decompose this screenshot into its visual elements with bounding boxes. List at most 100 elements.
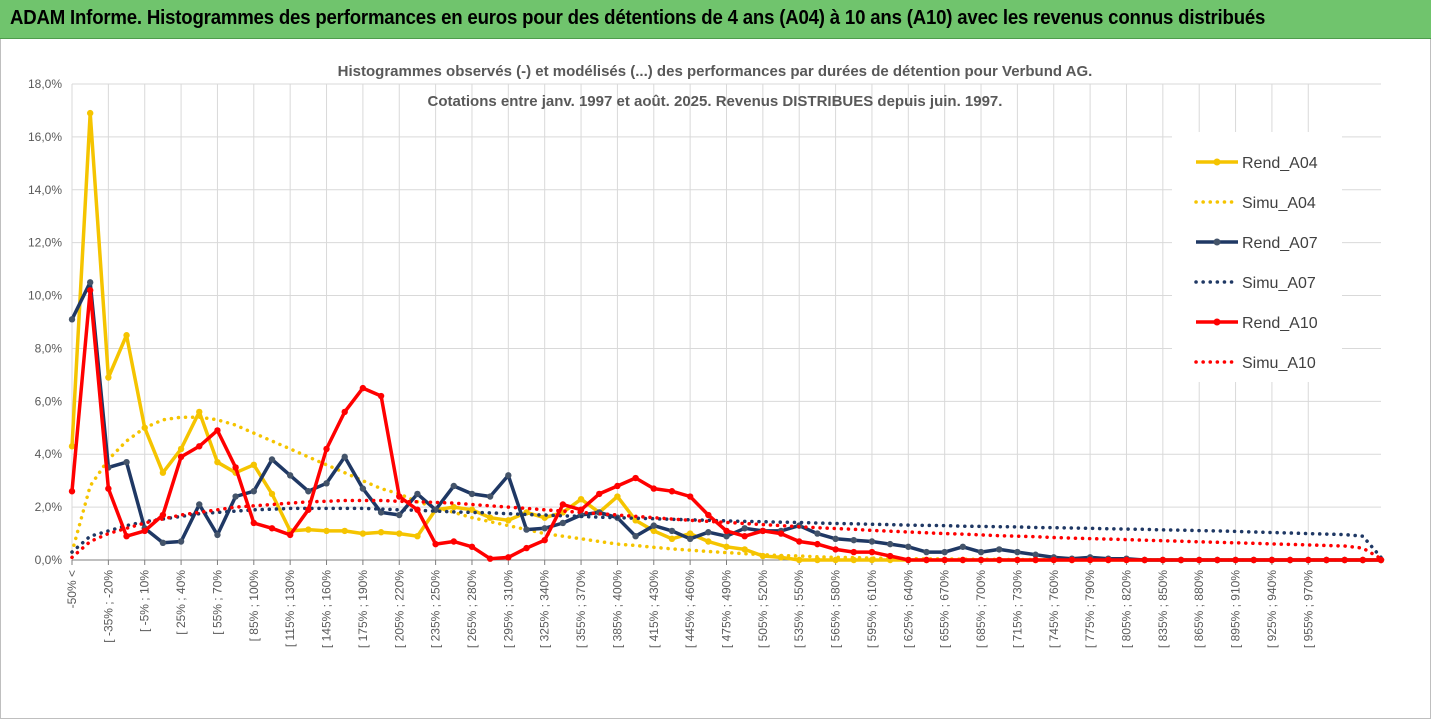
data-point <box>632 474 639 482</box>
data-point <box>886 540 894 548</box>
data-point <box>159 469 167 476</box>
data-point <box>1086 556 1094 564</box>
data-point <box>505 517 512 524</box>
performance-histogram-chart: 0,0% 2,0% 4,0% 6,0% 8,0% 10,0% 12,0% 14,0% 16,0%… <box>28 63 1385 648</box>
legend-marker <box>1213 158 1221 166</box>
data-point <box>668 488 676 495</box>
data-point <box>68 316 76 323</box>
legend-box <box>1172 132 1342 382</box>
data-point <box>123 332 130 339</box>
x-tick-label: [ 835% ; 850% <box>1156 570 1170 648</box>
data-point <box>414 533 421 540</box>
x-tick-label: [ 385% ; 400% <box>610 570 624 648</box>
legend-item: Rend_A10 <box>1196 315 1318 332</box>
data-point <box>1214 556 1221 564</box>
data-point <box>705 529 712 536</box>
data-point <box>705 538 712 545</box>
legend-label: Simu_A10 <box>1242 355 1316 372</box>
data-point <box>1014 556 1021 564</box>
grid <box>71 83 1381 561</box>
x-tick-label: [ -35% ; -20% <box>101 570 115 643</box>
y-tick-label: 16,0% <box>28 130 62 144</box>
data-point <box>305 488 312 495</box>
x-tick-label: [ -5% ; 10% <box>138 570 152 632</box>
data-point <box>668 527 676 535</box>
y-tick-label: 2,0% <box>35 500 63 514</box>
y-tick-label: 4,0% <box>35 447 63 461</box>
data-point <box>1050 556 1057 564</box>
data-point <box>614 493 621 500</box>
data-point <box>505 472 512 479</box>
data-point <box>341 453 348 461</box>
data-point <box>214 458 221 466</box>
data-point <box>486 514 494 521</box>
data-point <box>1032 556 1039 564</box>
data-point <box>123 458 130 466</box>
legend-label: Rend_A07 <box>1242 235 1318 252</box>
data-point <box>359 530 367 537</box>
data-point <box>123 533 130 540</box>
series-group <box>68 109 1385 564</box>
data-point <box>177 538 185 545</box>
data-point <box>868 548 876 556</box>
data-point <box>268 490 276 498</box>
x-tick-label: [ 565% ; 580% <box>829 570 843 648</box>
data-point <box>377 392 385 400</box>
data-point <box>396 530 403 537</box>
x-tick-label: [ 895% ; 910% <box>1229 570 1243 648</box>
data-point <box>741 533 748 540</box>
data-point <box>1250 556 1257 564</box>
y-tick-label: 8,0% <box>35 341 63 355</box>
legend-marker <box>1213 318 1221 326</box>
data-point <box>1068 556 1076 564</box>
legend: Rend_A04 Simu_A04 Rend_A07 Simu_A07 Rend_A10… <box>1172 132 1342 382</box>
data-point <box>686 535 694 543</box>
data-point <box>814 556 821 564</box>
data-point <box>650 485 657 492</box>
data-point <box>977 548 985 556</box>
x-tick-label: [ 745% ; 760% <box>1047 570 1061 648</box>
data-point <box>686 493 694 500</box>
y-tick-label: 18,0% <box>28 77 62 91</box>
data-point <box>305 506 312 513</box>
data-point <box>232 493 239 500</box>
x-tick-label: [ 715% ; 730% <box>1010 570 1024 648</box>
data-point <box>486 555 494 562</box>
data-point <box>159 511 167 519</box>
data-point <box>286 531 294 539</box>
data-point <box>1323 556 1330 564</box>
report-banner: ADAM Informe. Histogrammes des performan… <box>0 0 1431 39</box>
data-point <box>1141 556 1148 564</box>
data-point <box>86 287 94 294</box>
data-point <box>232 464 239 471</box>
data-point <box>1177 556 1185 564</box>
data-point <box>286 472 294 479</box>
data-point <box>632 533 639 540</box>
data-point <box>850 548 857 556</box>
data-point <box>705 511 712 519</box>
data-point <box>814 540 821 548</box>
chart-title-line1: Histogrammes observés (-) et modélisés (… <box>338 63 1093 80</box>
data-point <box>1268 556 1276 564</box>
data-point <box>923 556 930 564</box>
data-point <box>650 527 657 535</box>
chart-title-line2: Cotations entre janv. 1997 et août. 2025… <box>428 93 1003 110</box>
data-point <box>414 490 421 498</box>
data-point <box>359 384 367 392</box>
data-point <box>323 445 330 453</box>
data-point <box>1286 556 1294 564</box>
x-tick-label: [ 925% ; 940% <box>1265 570 1279 648</box>
data-point <box>414 506 421 513</box>
data-point <box>523 526 530 533</box>
data-point <box>177 445 185 453</box>
x-tick-label: [ 85% ; 100% <box>247 570 261 642</box>
data-point <box>759 527 767 535</box>
data-point <box>559 501 567 508</box>
data-point <box>959 556 967 564</box>
data-point <box>741 546 748 553</box>
x-tick-label: [ 55% ; 70% <box>210 570 224 635</box>
data-point <box>305 526 312 533</box>
data-point <box>468 543 476 550</box>
x-tick-label: [ 145% ; 160% <box>320 570 334 648</box>
x-tick-label: [ 115% ; 130% <box>283 570 297 647</box>
